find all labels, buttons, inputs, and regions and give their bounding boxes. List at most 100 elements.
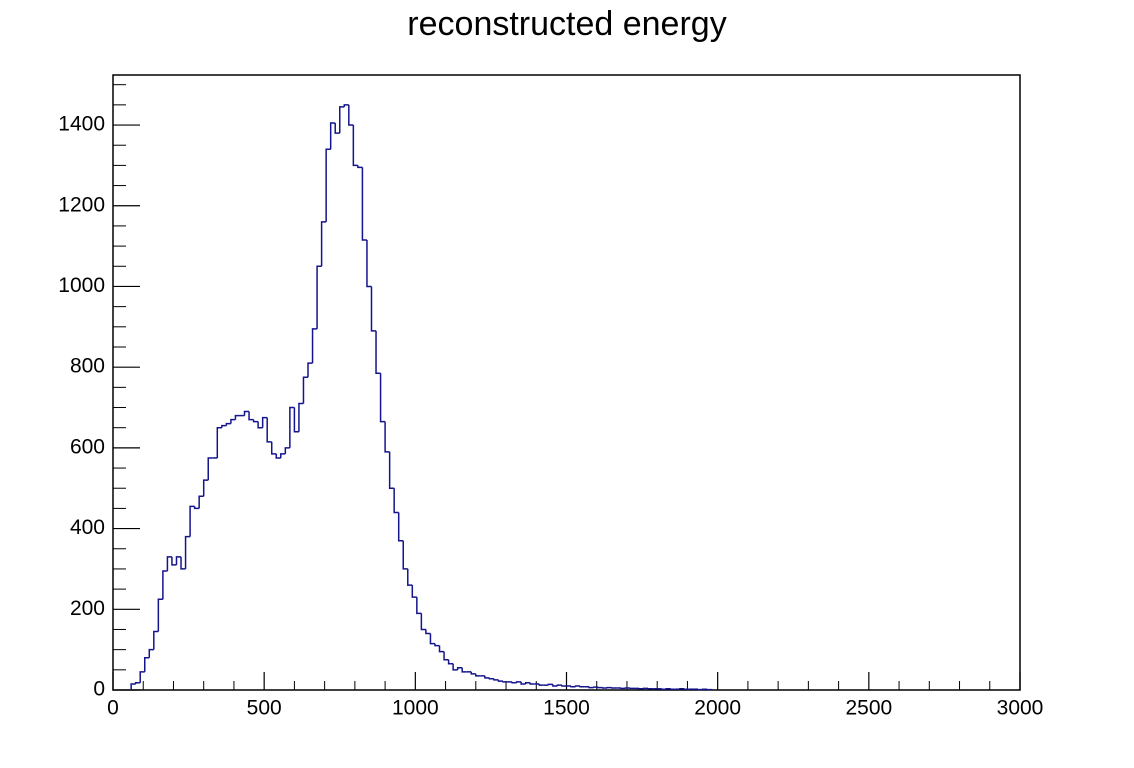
y-tick-label: 600 [70, 435, 105, 458]
histogram-bin [520, 681, 526, 685]
histogram-bin [307, 362, 313, 378]
histogram-bin [311, 328, 318, 364]
histogram-bin [379, 373, 386, 423]
y-tick-label: 1000 [58, 274, 105, 297]
histogram-bin [370, 286, 377, 332]
histogram-bin [456, 667, 463, 670]
histogram-bin [434, 643, 440, 647]
histogram-bin [352, 125, 358, 167]
x-tick-label: 0 [107, 697, 119, 720]
histogram-bin [198, 495, 204, 509]
y-tick-label: 0 [93, 678, 105, 701]
histogram-bin [270, 441, 277, 455]
y-tick-label: 1400 [58, 113, 105, 136]
histogram-bin [184, 535, 191, 569]
histogram-bin [248, 411, 254, 421]
histogram-bin [407, 568, 413, 586]
histogram-bin [175, 556, 182, 565]
histogram-bin [320, 221, 327, 267]
histogram-bin [221, 424, 227, 428]
histogram-bin [429, 633, 435, 645]
histogram-bin [316, 265, 322, 329]
histogram-bin [361, 167, 367, 241]
histogram-bin [402, 540, 408, 570]
histogram-bin [488, 677, 494, 680]
histogram-bin [329, 122, 336, 150]
histogram-bin [375, 330, 381, 374]
histogram-bin [393, 488, 399, 514]
histogram-bin [180, 556, 186, 570]
histogram-bin [252, 419, 259, 423]
histogram-bin [411, 585, 417, 598]
histogram-bin [293, 407, 299, 433]
histogram-bin [556, 684, 562, 686]
histogram-bin [284, 447, 290, 454]
histogram-bin [475, 673, 481, 677]
histogram-bin [261, 416, 268, 428]
histogram-bin [202, 479, 209, 497]
histogram-bin [547, 683, 553, 686]
histogram-bin [447, 659, 454, 665]
histogram-bin [157, 598, 163, 632]
histogram-bin [552, 684, 558, 687]
histogram-bin [166, 556, 172, 571]
histogram-bin [275, 453, 281, 459]
histogram-bin [243, 410, 250, 416]
histogram-bin [134, 681, 141, 684]
histogram-bin [298, 402, 304, 432]
histogram-bin [148, 648, 154, 658]
histogram-bin [588, 686, 594, 689]
histogram-bin [570, 685, 576, 688]
histogram-bin [388, 451, 395, 489]
histogram-bin [524, 681, 531, 684]
y-tick-label: 800 [70, 355, 105, 378]
histogram-bin [162, 570, 168, 600]
histogram-bin [257, 421, 263, 429]
histogram-bin [143, 656, 150, 672]
histogram-bin [452, 663, 458, 671]
histogram-bin [334, 123, 340, 134]
histogram-bin [511, 681, 517, 684]
histogram-bin [497, 679, 504, 682]
x-tick-label: 3000 [997, 697, 1044, 720]
histogram-bin [234, 414, 240, 420]
histogram-bin [343, 104, 349, 107]
x-tick-label: 2000 [694, 697, 741, 720]
histogram-bin [515, 681, 522, 683]
histogram-bin [416, 597, 422, 615]
histogram-bin [302, 376, 309, 404]
histogram-bin [443, 651, 449, 661]
histogram-bin [266, 417, 272, 443]
histogram-bin [325, 148, 331, 222]
histogram-bin [502, 681, 508, 683]
x-tick-label: 500 [247, 697, 282, 720]
histogram-bin [339, 106, 345, 134]
histogram-bin [574, 685, 581, 687]
x-tick-label: 1500 [543, 697, 590, 720]
histogram-bin [207, 457, 213, 481]
histogram-bin [461, 667, 467, 673]
histogram-bin [384, 421, 390, 453]
histogram-bin [357, 165, 363, 169]
x-tick-label: 1000 [392, 697, 439, 720]
histogram-bin [225, 422, 231, 426]
histogram-bin [230, 418, 236, 424]
histogram-bin [493, 678, 499, 681]
histogram-bin [280, 453, 286, 458]
histogram-bin [153, 630, 159, 650]
histogram-bin [579, 685, 585, 688]
histogram-bin [189, 505, 195, 537]
histogram-bin [139, 671, 145, 683]
histogram-bin [348, 104, 354, 126]
histogram-bin [706, 688, 713, 691]
histogram-bin [420, 613, 426, 631]
y-tick-label: 1200 [58, 193, 105, 216]
histogram-bin [470, 671, 476, 675]
y-tick-label: 400 [70, 516, 105, 539]
histogram-bin [561, 685, 567, 687]
chart-title: reconstructed energy [407, 5, 726, 43]
histogram-bin [538, 683, 544, 686]
x-tick-label: 2500 [845, 697, 892, 720]
